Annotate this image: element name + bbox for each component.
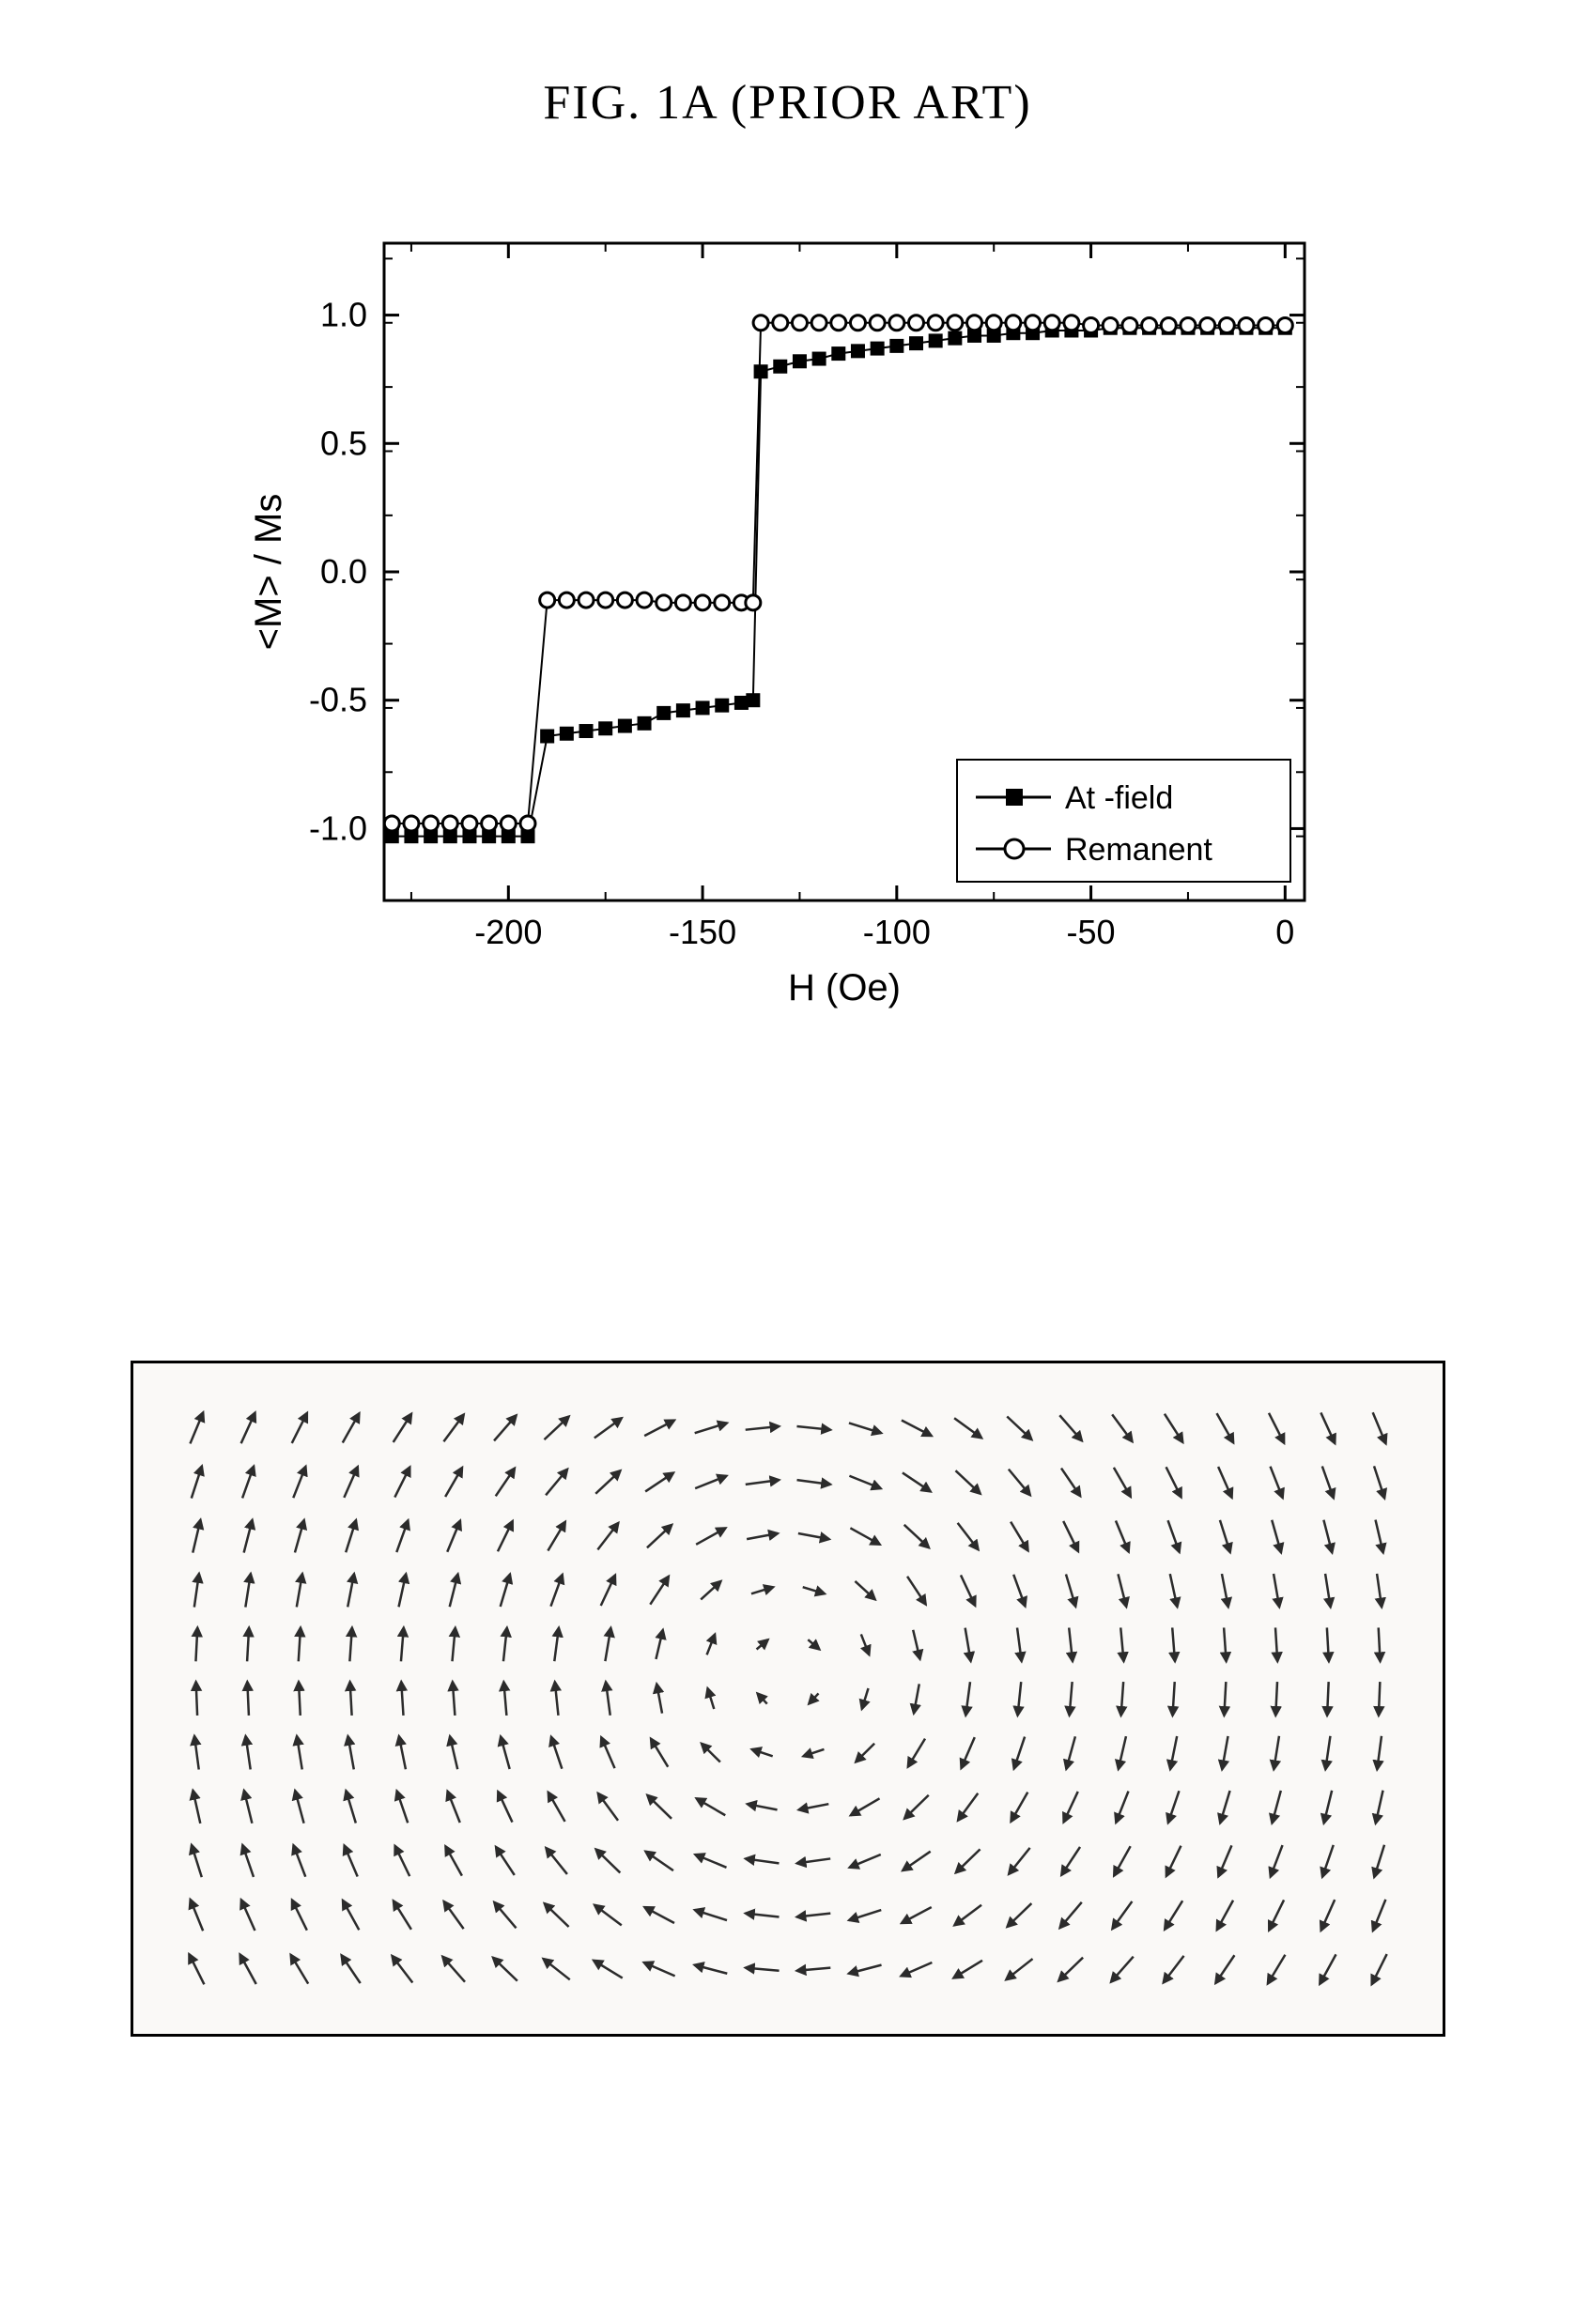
svg-text:-0.5: -0.5 [308,681,366,719]
vortex-diagram [131,1361,1445,2037]
svg-text:0: 0 [1275,913,1294,951]
svg-text:Remanent: Remanent [1065,832,1212,868]
svg-text:At -field: At -field [1065,780,1173,816]
svg-text:<M> / Ms: <M> / Ms [248,494,289,651]
svg-text:-1.0: -1.0 [308,808,366,847]
svg-text:-100: -100 [862,913,930,951]
figure-title: FIG. 1A (PRIOR ART) [75,75,1500,131]
hysteresis-chart: -1.0 -0.5 0.0 0.5 1.0 -200 -150 -100 -50 0 H (Oe) <… [243,224,1333,1023]
page: FIG. 1A (PRIOR ART) -1.0 -0.5 0.0 0.5 1.0 -20… [0,0,1575,2187]
svg-text:-50: -50 [1066,913,1115,951]
svg-text:-150: -150 [669,913,736,951]
svg-text:1.0: 1.0 [319,296,366,334]
chart-svg: -1.0 -0.5 0.0 0.5 1.0 -200 -150 -100 -50 0 H (Oe) <… [243,224,1333,1023]
svg-text:H (Oe): H (Oe) [788,967,901,1008]
vortex-svg [133,1363,1443,2034]
svg-text:0.0: 0.0 [319,552,366,591]
svg-text:0.5: 0.5 [319,423,366,462]
svg-text:-200: -200 [474,913,542,951]
